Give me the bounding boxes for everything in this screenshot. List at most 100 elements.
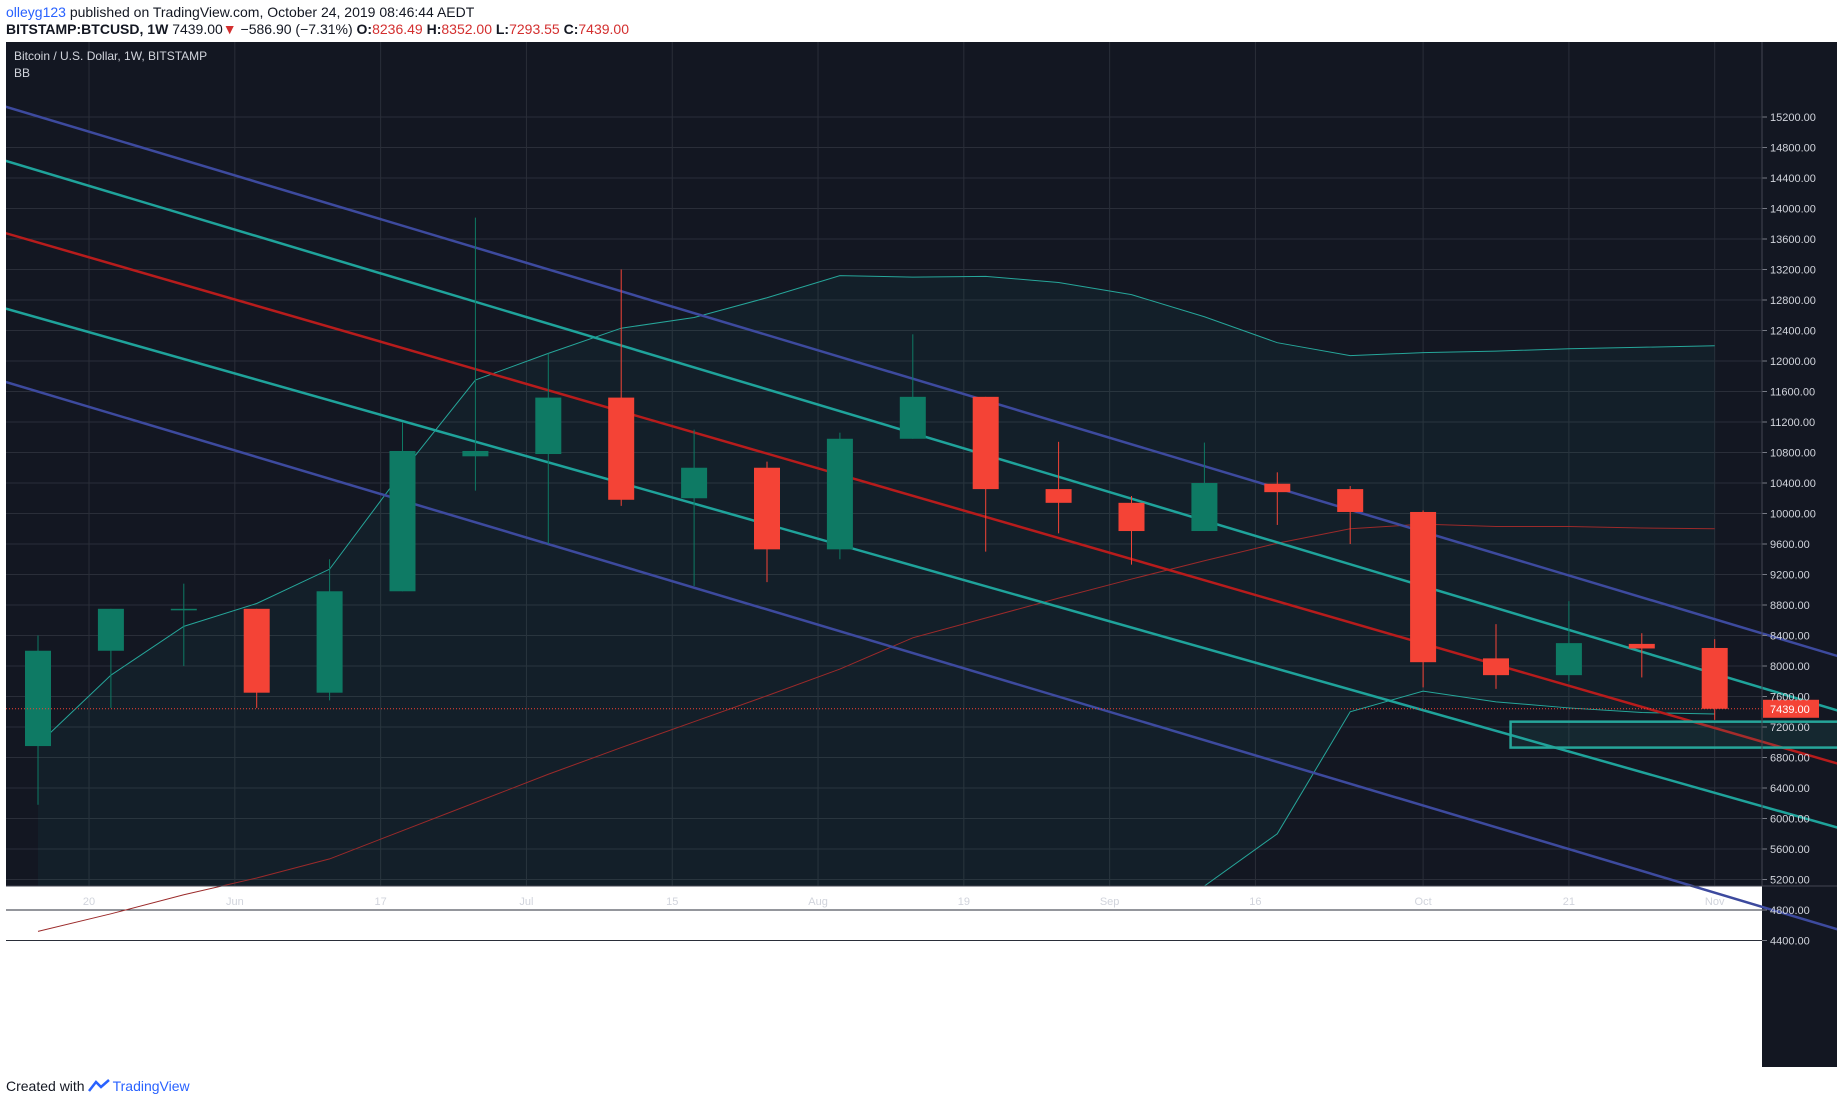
candle	[754, 461, 780, 583]
time-tick-label: Oct	[1415, 896, 1432, 908]
time-tick-label: Jul	[519, 896, 533, 908]
candle	[316, 559, 343, 701]
candle-body	[1701, 647, 1728, 709]
candle	[1701, 639, 1728, 720]
time-tick-label: 21	[1563, 896, 1575, 908]
time-tick-label: 15	[666, 896, 678, 908]
price-tick-label: 12800.00	[1770, 295, 1816, 307]
candle-body	[25, 650, 51, 747]
channel-line-lower-inner[interactable]	[6, 305, 1837, 958]
symbol-name: BITSTAMP:BTCUSD, 1W	[6, 21, 169, 37]
candle-body	[316, 591, 343, 693]
time-tick-label: Nov	[1705, 896, 1725, 908]
candle	[1628, 633, 1655, 678]
price-tick-label: 9600.00	[1770, 539, 1810, 551]
time-tick-label: Jun	[226, 896, 244, 908]
candle	[1483, 624, 1509, 689]
candle	[462, 217, 489, 491]
price-tick-label: 12000.00	[1770, 356, 1816, 368]
candle-body	[243, 608, 270, 693]
candle	[826, 432, 853, 560]
candle-body	[754, 467, 780, 550]
price-tick-label: 10800.00	[1770, 448, 1816, 460]
candle	[899, 334, 926, 439]
indicator-label[interactable]: BB	[14, 66, 30, 80]
candle-body	[535, 397, 562, 455]
candle	[1410, 510, 1437, 688]
price-change: −586.90 (−7.31%)	[240, 21, 353, 37]
price-tick-label: 12400.00	[1770, 326, 1816, 338]
candle	[1045, 441, 1072, 534]
time-tick-label: 19	[958, 896, 970, 908]
price-axis-background[interactable]	[1762, 42, 1837, 1067]
low-value: 7293.55	[509, 21, 560, 37]
candle-body	[170, 608, 197, 611]
price-tick-label: 13200.00	[1770, 265, 1816, 277]
bollinger-fill	[38, 275, 1715, 887]
last-price-label: 7439.00	[1770, 704, 1810, 716]
channel-line-median[interactable]	[6, 230, 1837, 958]
candle-body	[1483, 658, 1509, 676]
high-label: H:	[426, 21, 442, 37]
grid	[6, 42, 1762, 941]
last-price: 7439.00	[172, 21, 223, 37]
candle-body	[1555, 643, 1582, 676]
footer: Created with TradingView	[6, 1078, 190, 1094]
candle	[25, 635, 51, 805]
candle	[389, 422, 416, 592]
time-axis[interactable]: 20Jun17Jul15Aug19Sep16Oct21Nov18Dec16202…	[83, 896, 1837, 908]
bollinger-upper-band	[37, 275, 1715, 745]
candle	[535, 353, 562, 544]
plot-background	[6, 42, 1762, 886]
support-zone-box[interactable]	[1509, 720, 1837, 749]
close-value: 7439.00	[578, 21, 629, 37]
candle-body	[389, 450, 416, 592]
price-tick-label: 7600.00	[1770, 692, 1810, 704]
candle-body	[1045, 489, 1072, 503]
candle	[1337, 486, 1364, 544]
candle-body	[899, 396, 926, 439]
price-tick-label: 4400.00	[1770, 936, 1810, 948]
price-tick-label: 5600.00	[1770, 844, 1810, 856]
price-chart[interactable]: 0(13874.39)0.236(11337.73)0.35(10112.40)…	[6, 42, 1837, 1067]
price-tick-label: 4800.00	[1770, 905, 1810, 917]
time-tick-label: 16	[1249, 896, 1261, 908]
channel-line-lower-outer[interactable]	[6, 379, 1837, 959]
author-link[interactable]: olleyg123	[6, 4, 66, 20]
price-tick-label: 14800.00	[1770, 143, 1816, 155]
price-tick-label: 8400.00	[1770, 631, 1810, 643]
candle-body	[462, 450, 489, 457]
candle	[1555, 601, 1582, 682]
candle	[1264, 472, 1291, 525]
price-tick-label: 15200.00	[1770, 112, 1816, 124]
channel-line-upper-inner[interactable]	[6, 157, 1837, 958]
candle-body	[1410, 511, 1437, 663]
price-tick-label: 9200.00	[1770, 570, 1810, 582]
last-price-badge	[1763, 699, 1819, 718]
price-tick-label: 13600.00	[1770, 234, 1816, 246]
candle	[608, 269, 635, 506]
candle	[972, 396, 999, 552]
open-label: O:	[356, 21, 373, 37]
price-tick-label: 6000.00	[1770, 814, 1810, 826]
candle	[681, 429, 708, 586]
candle	[170, 583, 197, 666]
symbol-info: BITSTAMP:BTCUSD, 1W 7439.00▼ −586.90 (−7…	[6, 21, 629, 37]
tradingview-brand-link[interactable]: TradingView	[112, 1078, 190, 1094]
price-tick-label: 6800.00	[1770, 753, 1810, 765]
publish-info: olleyg123 published on TradingView.com, …	[6, 4, 474, 20]
created-with-text: Created with	[6, 1078, 85, 1094]
price-tick-label: 14000.00	[1770, 204, 1816, 216]
candle-body	[97, 608, 124, 651]
candle	[243, 608, 270, 708]
candle-body	[608, 397, 635, 500]
time-tick-label: Aug	[808, 896, 828, 908]
price-tick-label: 8000.00	[1770, 661, 1810, 673]
candle-body	[1628, 643, 1655, 649]
price-tick-label: 10000.00	[1770, 509, 1816, 521]
overlay-drawings[interactable]: 7439.00	[6, 699, 1837, 749]
price-axis[interactable]: 15200.00 14800.00 14400.00 14000.00 13600.00…	[1762, 112, 1816, 948]
price-tick-label: 5200.00	[1770, 875, 1810, 887]
price-tick-label: 6400.00	[1770, 783, 1810, 795]
price-tick-label: 11200.00	[1770, 417, 1815, 429]
